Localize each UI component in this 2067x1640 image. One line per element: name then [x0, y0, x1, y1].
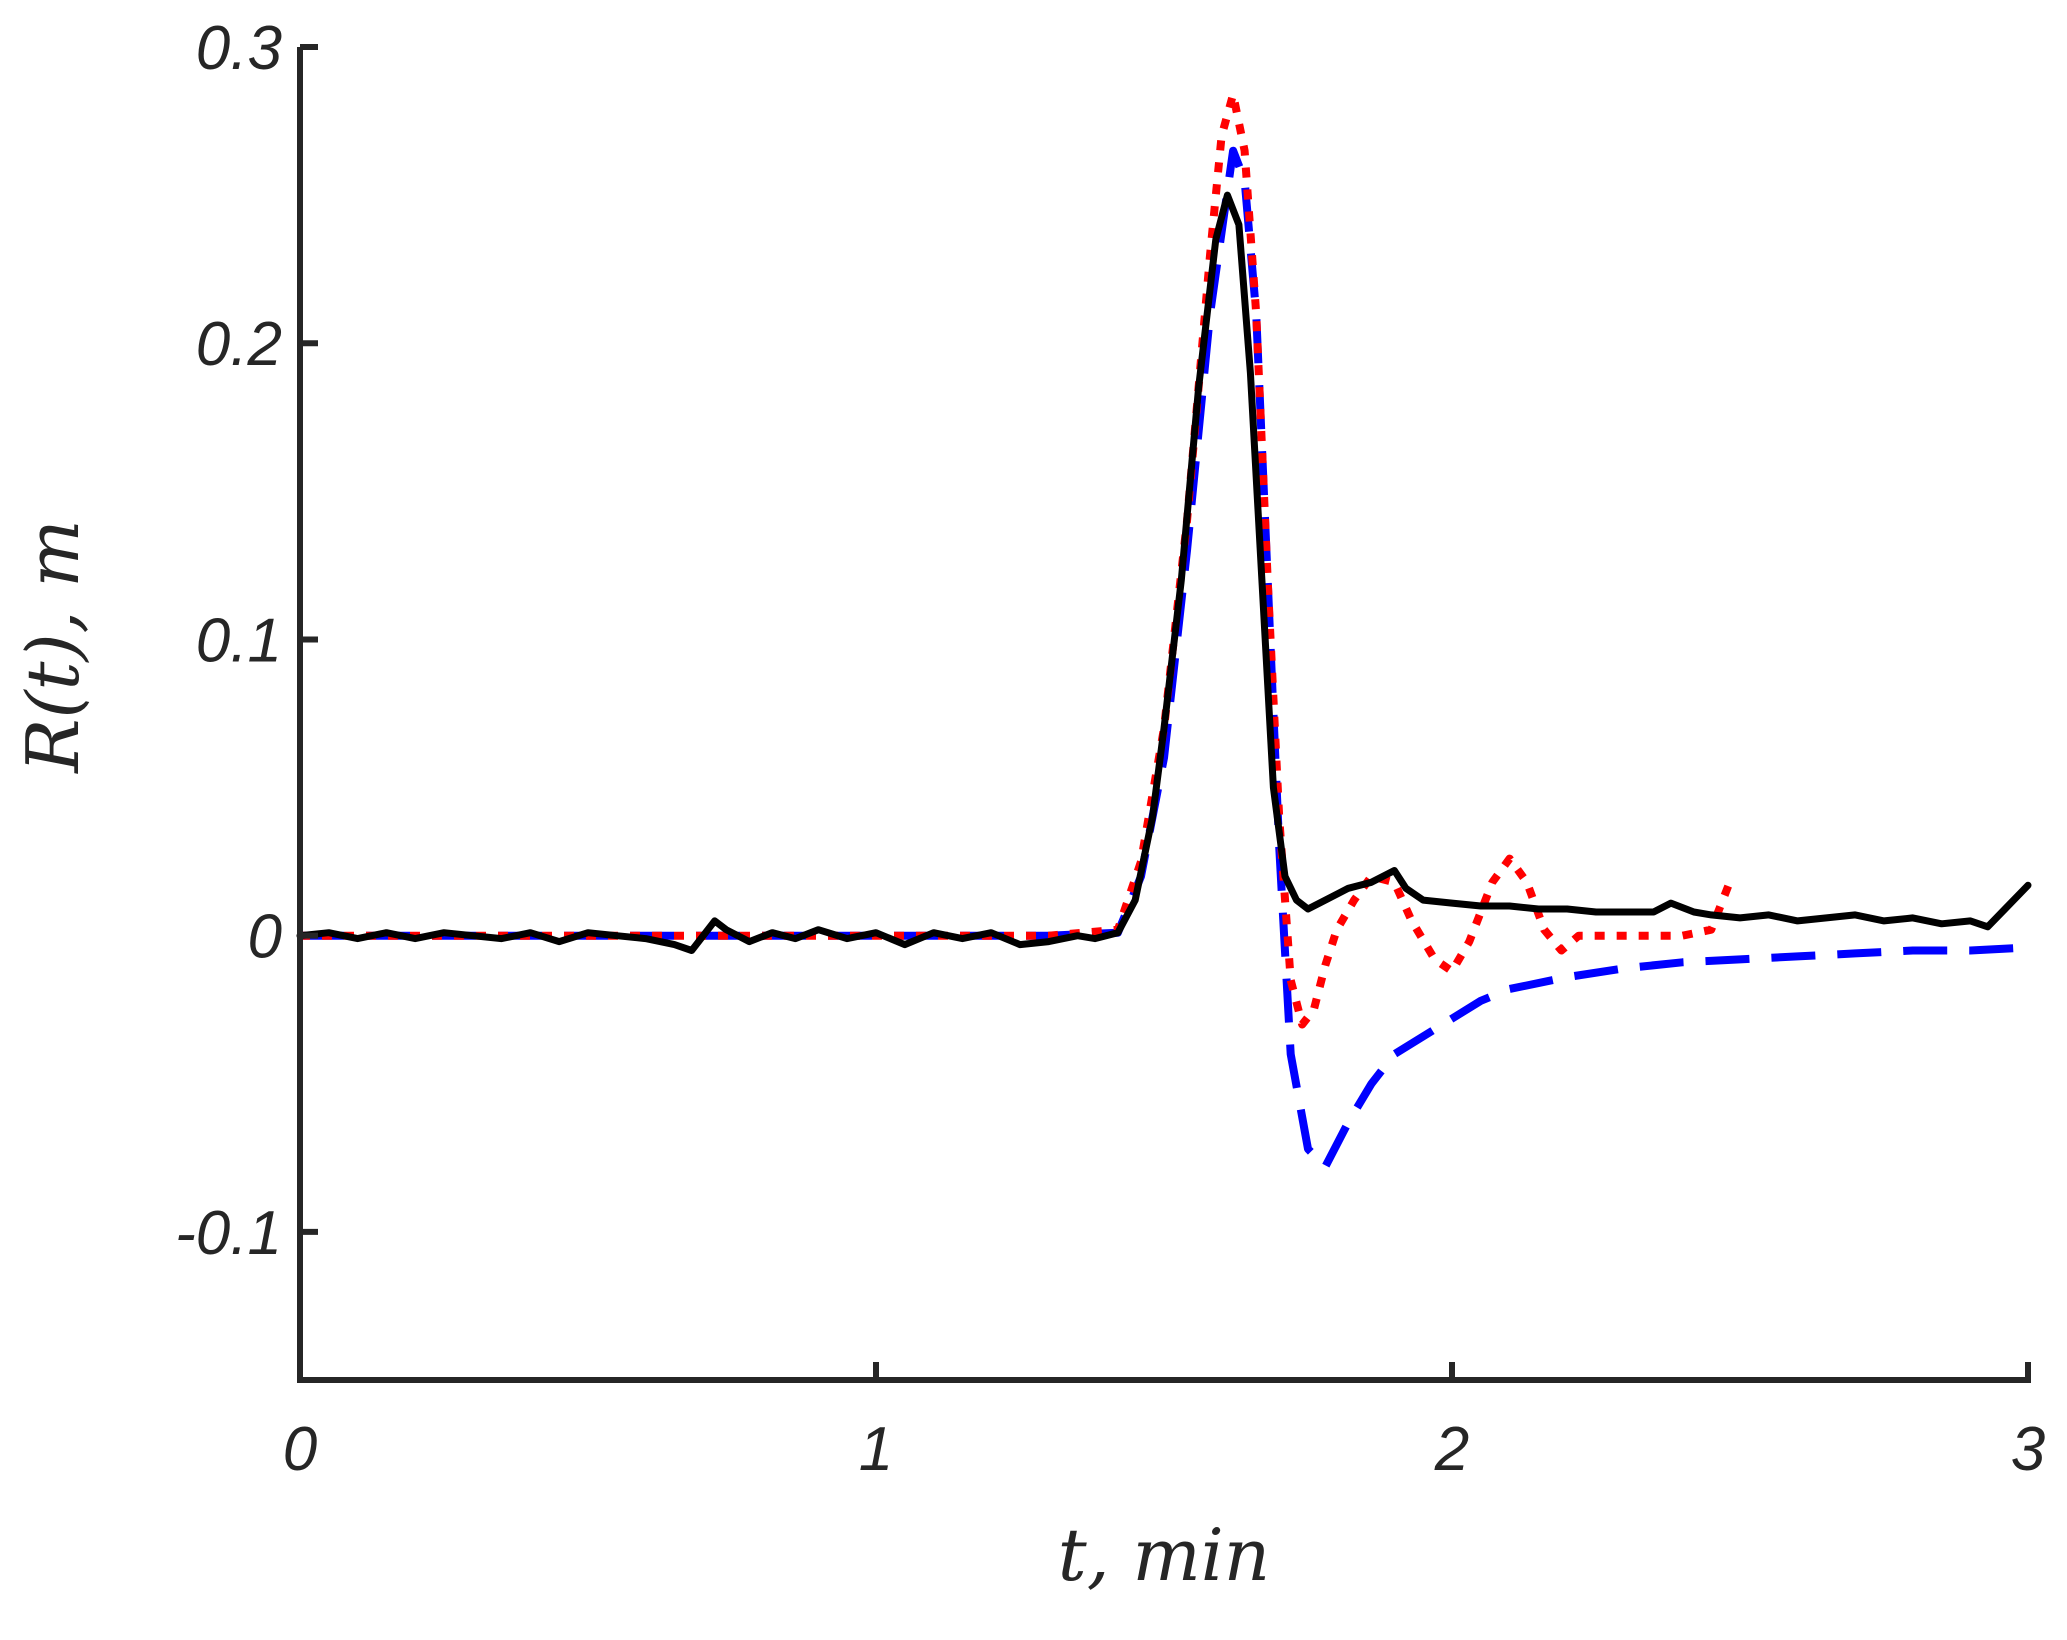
series-line-2-dotted: [300, 90, 1733, 1029]
series-layer: [296, 90, 2032, 1171]
series-line-1-dashed: [300, 146, 2029, 1171]
series-line-3-solid: [296, 191, 2032, 954]
x-tick-label: 0: [283, 1415, 317, 1484]
y-tick-label: -0.1: [175, 1199, 282, 1268]
y-tick-label: 0: [248, 903, 282, 972]
y-tick-label: 0.2: [196, 310, 282, 379]
y-axis-label: R(t), m: [11, 519, 95, 774]
x-axis-label: t, min: [1058, 1513, 1270, 1597]
x-tick-label: 1: [859, 1415, 893, 1484]
x-tick-label: 3: [2011, 1415, 2045, 1484]
y-tick-label: 0.3: [196, 14, 282, 83]
y-tick-label: 0.1: [196, 606, 282, 675]
x-tick-label: 2: [1434, 1415, 1469, 1484]
axes: 0 1 2 3 -0.1 0 0.1 0.2 0.3: [175, 14, 2045, 1484]
